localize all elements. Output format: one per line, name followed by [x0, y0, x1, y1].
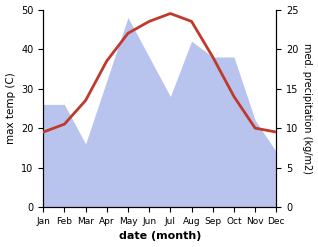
Y-axis label: med. precipitation (kg/m2): med. precipitation (kg/m2): [302, 43, 313, 174]
Y-axis label: max temp (C): max temp (C): [5, 72, 16, 144]
X-axis label: date (month): date (month): [119, 231, 201, 242]
